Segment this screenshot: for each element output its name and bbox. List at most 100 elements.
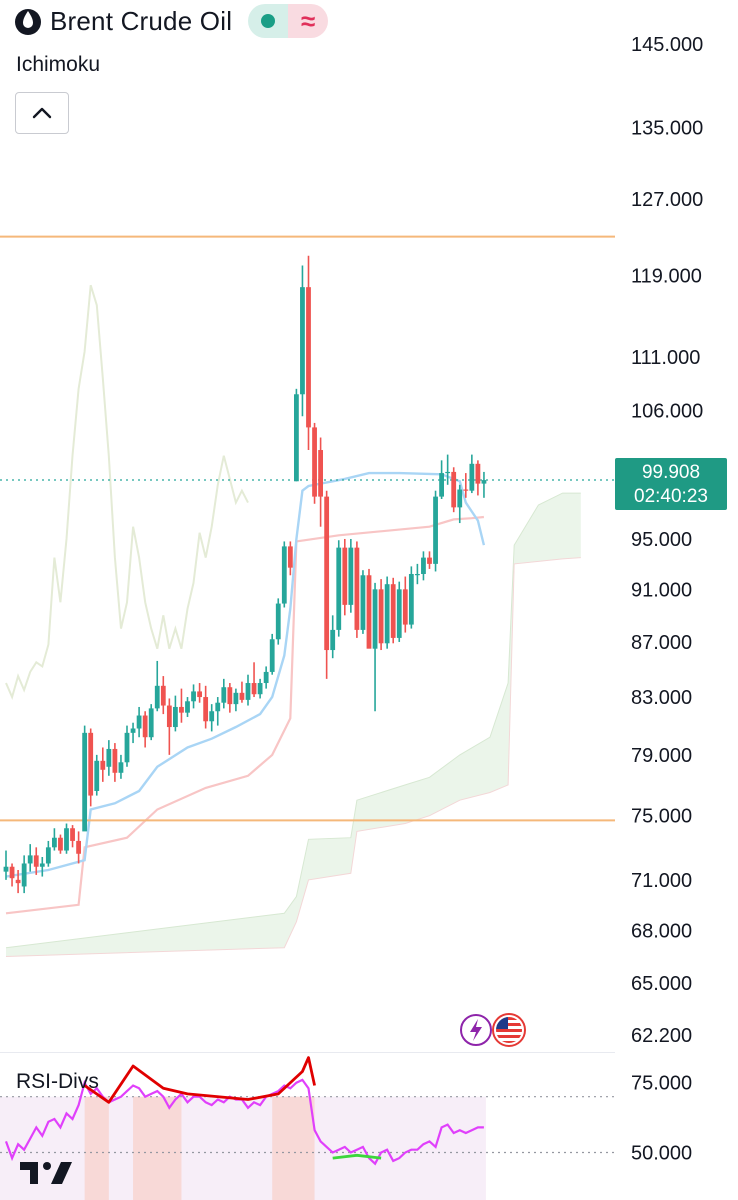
candle-body <box>191 691 196 702</box>
candle <box>94 754 100 796</box>
candle <box>179 688 184 723</box>
candle-body <box>433 496 438 564</box>
rsi-indicator-label[interactable]: RSI-Divs <box>16 1070 99 1093</box>
symbol-header[interactable]: Brent Crude Oil ≈ <box>14 4 329 38</box>
candle-body <box>64 828 69 851</box>
ichimoku-cloud <box>6 493 581 957</box>
candles <box>3 255 487 894</box>
candle-body <box>130 728 136 733</box>
candle <box>166 698 172 755</box>
horizontal-lines <box>0 235 615 822</box>
candle-body <box>106 748 112 767</box>
candle <box>384 576 390 649</box>
candle <box>312 422 317 504</box>
candle-body <box>451 471 457 508</box>
candle-body <box>372 589 378 649</box>
candle-body <box>112 748 118 773</box>
flash-icon[interactable] <box>460 1014 492 1046</box>
candle-body <box>390 584 396 638</box>
candle <box>160 676 166 715</box>
collapse-button[interactable] <box>15 92 69 134</box>
price-tick-label: 68.000 <box>631 920 692 942</box>
indicator-label[interactable]: Ichimoku <box>16 53 101 76</box>
candle-body <box>227 687 233 705</box>
price-tick-label: 145.000 <box>631 34 703 56</box>
candle <box>336 540 342 637</box>
candle-body <box>469 463 475 491</box>
rsi-highlight-zone <box>133 1096 182 1200</box>
candle <box>269 633 275 675</box>
candle-body <box>197 691 202 698</box>
candle-body <box>275 603 281 640</box>
candle-body <box>136 715 142 729</box>
rsi-divergence-bullish <box>332 1153 382 1160</box>
candle <box>402 576 408 633</box>
candle <box>481 471 487 498</box>
candle-body <box>82 732 88 832</box>
candle-body <box>342 547 348 605</box>
candle-body <box>27 855 33 864</box>
candle <box>257 678 263 699</box>
last-price-value: 99.908 <box>641 462 701 483</box>
candle-body <box>408 573 414 625</box>
candle-body <box>215 702 221 712</box>
price-tick-label: 95.000 <box>631 529 692 551</box>
us-flag-icon[interactable] <box>492 1013 526 1047</box>
candle-body <box>148 708 154 738</box>
data-delay-status[interactable]: ≈ <box>288 4 329 38</box>
candle <box>221 678 227 709</box>
candle <box>45 840 51 867</box>
candle <box>390 577 396 644</box>
candle-body <box>312 427 317 497</box>
candle-body <box>58 837 63 851</box>
rsi-tick-label: 75.000 <box>631 1073 692 1095</box>
candle <box>185 697 190 717</box>
status-pill[interactable]: ≈ <box>248 4 329 38</box>
candle <box>197 683 202 703</box>
cloud-layer <box>5 492 581 957</box>
candle <box>281 541 287 608</box>
candle <box>245 674 251 706</box>
candle <box>324 490 330 679</box>
candle-body <box>70 828 75 841</box>
candle <box>360 570 366 634</box>
candle <box>421 551 426 581</box>
candle <box>318 437 323 527</box>
candle-body <box>421 557 426 574</box>
candle-body <box>154 685 160 709</box>
candle-body <box>402 589 408 625</box>
candle-body <box>33 855 39 867</box>
market-status[interactable] <box>248 4 289 38</box>
candle <box>457 484 463 524</box>
candle-body <box>124 732 130 763</box>
candle-body <box>100 760 106 770</box>
candle <box>408 566 414 629</box>
candle-body <box>118 762 124 773</box>
price-tick-label: 106.000 <box>631 401 703 423</box>
candle-body <box>245 683 251 700</box>
candle <box>124 725 130 767</box>
candle <box>142 711 148 748</box>
candle <box>209 704 215 732</box>
candle-body <box>233 692 239 705</box>
rsi-tick-label: 50.000 <box>631 1143 692 1165</box>
candle-body <box>336 547 342 630</box>
candle-body <box>366 575 372 649</box>
event-badges[interactable] <box>458 1010 538 1050</box>
candle-body <box>463 489 469 491</box>
candle-body <box>378 589 384 644</box>
price-tick-label: 111.000 <box>631 347 700 369</box>
candle-body <box>384 584 390 644</box>
candle <box>300 265 305 417</box>
wave-icon: ≈ <box>301 6 316 36</box>
candle-body <box>39 863 45 867</box>
candle-body <box>221 687 227 703</box>
rsi-highlight-zone <box>84 1096 109 1200</box>
candle-body <box>354 547 360 630</box>
tradingview-logo-icon[interactable] <box>18 1158 74 1186</box>
candle-body <box>9 866 15 879</box>
price-tick-label: 65.000 <box>631 973 692 995</box>
candle-body <box>294 394 299 482</box>
candle <box>463 473 469 498</box>
